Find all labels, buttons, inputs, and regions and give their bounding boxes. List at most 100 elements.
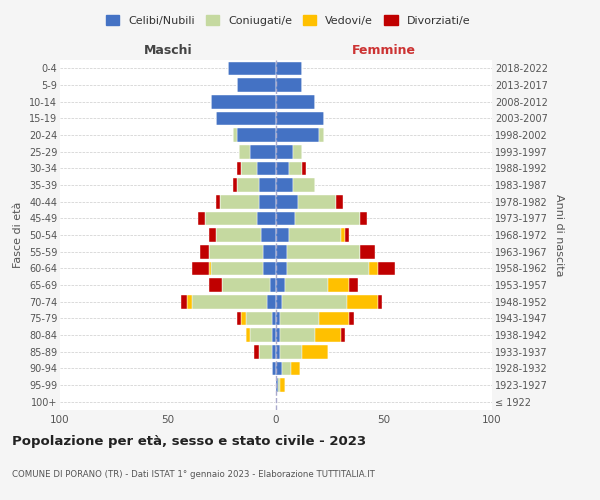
Bar bbox=[302, 162, 306, 175]
Bar bbox=[276, 312, 280, 325]
Bar bbox=[241, 162, 257, 175]
Bar bbox=[276, 378, 278, 392]
Bar bbox=[319, 128, 323, 142]
Bar bbox=[289, 162, 302, 175]
Bar bbox=[337, 195, 343, 208]
Text: COMUNE DI PORANO (TR) - Dati ISTAT 1° gennaio 2023 - Elaborazione TUTTITALIA.IT: COMUNE DI PORANO (TR) - Dati ISTAT 1° ge… bbox=[12, 470, 375, 479]
Bar bbox=[341, 328, 345, 342]
Bar bbox=[276, 295, 283, 308]
Bar bbox=[233, 128, 237, 142]
Bar bbox=[215, 228, 261, 242]
Bar bbox=[276, 245, 287, 258]
Bar bbox=[272, 362, 276, 375]
Bar bbox=[280, 378, 284, 392]
Bar bbox=[315, 328, 341, 342]
Bar bbox=[276, 345, 280, 358]
Bar bbox=[295, 212, 360, 225]
Bar bbox=[259, 178, 276, 192]
Bar bbox=[246, 328, 250, 342]
Bar bbox=[276, 145, 293, 158]
Bar bbox=[291, 362, 300, 375]
Bar bbox=[293, 145, 302, 158]
Bar bbox=[278, 378, 280, 392]
Bar bbox=[284, 278, 328, 292]
Bar bbox=[319, 312, 349, 325]
Bar bbox=[293, 178, 315, 192]
Bar bbox=[283, 362, 291, 375]
Bar bbox=[233, 178, 237, 192]
Bar bbox=[328, 278, 349, 292]
Bar bbox=[215, 195, 220, 208]
Bar bbox=[276, 212, 295, 225]
Bar bbox=[237, 128, 276, 142]
Bar bbox=[289, 228, 341, 242]
Bar bbox=[237, 178, 259, 192]
Bar bbox=[360, 212, 367, 225]
Bar bbox=[283, 295, 347, 308]
Bar bbox=[187, 295, 192, 308]
Bar bbox=[211, 95, 276, 108]
Bar bbox=[276, 95, 315, 108]
Bar bbox=[268, 295, 276, 308]
Bar bbox=[269, 278, 276, 292]
Bar bbox=[229, 62, 276, 75]
Bar bbox=[257, 162, 276, 175]
Legend: Celibi/Nubili, Coniugati/e, Vedovi/e, Divorziati/e: Celibi/Nubili, Coniugati/e, Vedovi/e, Di… bbox=[101, 10, 475, 30]
Bar bbox=[280, 312, 319, 325]
Bar bbox=[287, 245, 360, 258]
Bar bbox=[347, 295, 377, 308]
Bar bbox=[276, 328, 280, 342]
Bar bbox=[377, 295, 382, 308]
Bar bbox=[276, 78, 302, 92]
Bar bbox=[276, 228, 289, 242]
Bar bbox=[276, 178, 293, 192]
Bar bbox=[237, 312, 241, 325]
Bar bbox=[349, 312, 354, 325]
Bar bbox=[276, 262, 287, 275]
Bar bbox=[222, 278, 269, 292]
Bar bbox=[192, 295, 268, 308]
Bar bbox=[369, 262, 377, 275]
Bar bbox=[237, 78, 276, 92]
Bar bbox=[360, 245, 376, 258]
Bar bbox=[276, 128, 319, 142]
Text: Femmine: Femmine bbox=[352, 44, 416, 57]
Bar bbox=[302, 345, 328, 358]
Bar bbox=[272, 328, 276, 342]
Bar bbox=[261, 228, 276, 242]
Bar bbox=[209, 262, 211, 275]
Bar bbox=[345, 228, 349, 242]
Bar bbox=[349, 278, 358, 292]
Bar bbox=[215, 112, 276, 125]
Bar bbox=[276, 362, 283, 375]
Bar bbox=[209, 228, 215, 242]
Bar bbox=[181, 295, 187, 308]
Bar bbox=[205, 212, 257, 225]
Bar bbox=[280, 328, 315, 342]
Bar bbox=[209, 278, 222, 292]
Bar bbox=[280, 345, 302, 358]
Bar bbox=[257, 212, 276, 225]
Bar bbox=[377, 262, 395, 275]
Bar bbox=[200, 245, 209, 258]
Bar bbox=[250, 328, 272, 342]
Bar bbox=[263, 245, 276, 258]
Bar bbox=[254, 345, 259, 358]
Bar bbox=[237, 162, 241, 175]
Bar bbox=[220, 195, 259, 208]
Bar bbox=[276, 278, 284, 292]
Bar bbox=[276, 162, 289, 175]
Bar bbox=[276, 195, 298, 208]
Bar bbox=[298, 195, 337, 208]
Bar bbox=[263, 262, 276, 275]
Bar bbox=[259, 345, 272, 358]
Bar bbox=[276, 112, 323, 125]
Bar bbox=[341, 228, 345, 242]
Bar bbox=[192, 262, 209, 275]
Bar bbox=[272, 312, 276, 325]
Bar bbox=[272, 345, 276, 358]
Text: Popolazione per età, sesso e stato civile - 2023: Popolazione per età, sesso e stato civil… bbox=[12, 435, 366, 448]
Bar bbox=[250, 145, 276, 158]
Bar bbox=[259, 195, 276, 208]
Bar bbox=[287, 262, 369, 275]
